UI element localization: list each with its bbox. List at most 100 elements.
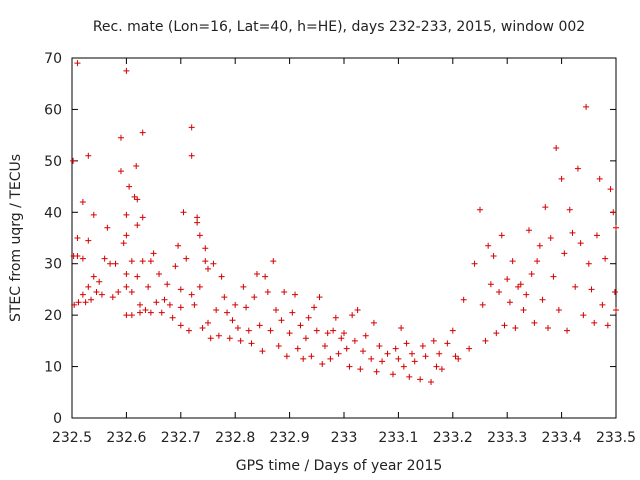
data-point-206	[574, 165, 581, 172]
data-point-102	[262, 273, 269, 280]
data-point-73	[194, 219, 201, 226]
data-point-191	[534, 258, 541, 265]
data-point-54	[153, 299, 160, 306]
data-point-197	[550, 273, 557, 280]
data-point-144	[379, 358, 386, 365]
data-point-164	[449, 327, 456, 334]
data-point-120	[311, 304, 318, 311]
data-point-177	[496, 289, 503, 295]
data-point-161	[436, 350, 443, 357]
data-point-75	[196, 232, 203, 239]
data-point-5	[74, 253, 81, 259]
data-point-148	[395, 355, 402, 362]
data-point-135	[351, 337, 358, 344]
data-point-92	[234, 325, 241, 331]
data-point-103	[264, 289, 271, 295]
data-point-121	[313, 327, 320, 334]
x-tick-label-2: 232.7	[161, 430, 201, 446]
x-tick-label-0: 232.5	[52, 430, 92, 446]
data-point-216	[602, 255, 609, 262]
x-tick-label-7: 233.2	[433, 430, 473, 446]
data-point-30	[123, 211, 130, 218]
data-point-96	[245, 327, 252, 334]
data-point-94	[240, 283, 247, 290]
data-point-15	[90, 211, 97, 218]
data-point-210	[585, 260, 592, 267]
data-point-130	[338, 335, 345, 342]
data-point-109	[281, 289, 288, 295]
data-point-66	[180, 209, 187, 216]
data-point-6	[75, 299, 82, 306]
data-point-41	[134, 196, 141, 203]
data-point-14	[88, 296, 95, 303]
data-point-211	[588, 286, 595, 293]
data-point-145	[384, 350, 391, 357]
x-tick-label-8: 233.3	[487, 430, 527, 446]
data-point-8	[79, 255, 86, 262]
x-tick-label-6: 233.1	[378, 430, 418, 446]
data-point-9	[79, 291, 86, 298]
x-tick-label-5: 233	[331, 430, 358, 446]
data-point-171	[479, 301, 486, 308]
data-point-133	[346, 363, 353, 370]
data-point-117	[302, 335, 309, 342]
data-point-116	[300, 355, 307, 362]
data-point-114	[294, 345, 301, 352]
x-tick-label-9: 233.4	[542, 430, 582, 446]
data-point-214	[596, 175, 603, 182]
data-point-160	[433, 363, 440, 370]
data-point-141	[370, 319, 377, 326]
y-tick-label-0: 0	[53, 411, 62, 427]
data-point-182	[509, 258, 516, 265]
data-point-49	[142, 307, 149, 313]
y-tick-label-3: 30	[44, 257, 62, 273]
data-point-159	[430, 337, 437, 344]
data-point-195	[545, 325, 551, 331]
data-point-101	[259, 348, 266, 355]
data-point-2	[71, 301, 78, 308]
data-point-29	[123, 67, 130, 74]
data-point-72	[191, 301, 198, 308]
data-point-147	[392, 345, 399, 352]
data-points	[70, 60, 619, 385]
data-point-199	[555, 307, 562, 313]
data-point-127	[330, 327, 337, 334]
y-tick-label-4: 40	[44, 205, 62, 221]
data-point-63	[177, 286, 184, 293]
data-point-207	[577, 240, 584, 247]
data-point-205	[572, 283, 579, 290]
data-point-80	[205, 265, 211, 272]
data-point-52	[147, 309, 154, 316]
y-tick-label-2: 20	[44, 308, 62, 324]
data-point-50	[145, 283, 152, 290]
data-point-0	[70, 157, 77, 164]
data-point-169	[471, 260, 478, 267]
data-point-88	[224, 309, 231, 316]
data-point-56	[158, 309, 165, 316]
data-point-174	[487, 281, 494, 288]
data-point-118	[305, 314, 312, 321]
data-point-48	[139, 258, 146, 265]
data-point-65	[177, 322, 184, 329]
data-point-153	[409, 350, 415, 357]
data-point-179	[501, 322, 508, 329]
data-point-11	[85, 152, 92, 159]
data-point-61	[172, 263, 179, 270]
data-point-155	[417, 376, 424, 383]
data-point-10	[82, 299, 89, 306]
data-point-86	[218, 273, 225, 280]
data-point-51	[147, 258, 154, 265]
data-point-200	[558, 175, 565, 182]
data-point-219	[610, 209, 617, 216]
data-point-218	[607, 186, 614, 193]
data-point-175	[490, 253, 497, 259]
x-tick-label-3: 232.8	[215, 430, 255, 446]
data-point-45	[137, 309, 143, 316]
data-point-106	[273, 307, 279, 313]
data-point-99	[253, 271, 260, 277]
data-point-110	[283, 353, 290, 360]
x-axis-label: GPS time / Days of year 2015	[236, 458, 443, 474]
data-point-187	[523, 291, 530, 298]
data-point-186	[520, 307, 527, 313]
data-point-18	[96, 278, 103, 285]
